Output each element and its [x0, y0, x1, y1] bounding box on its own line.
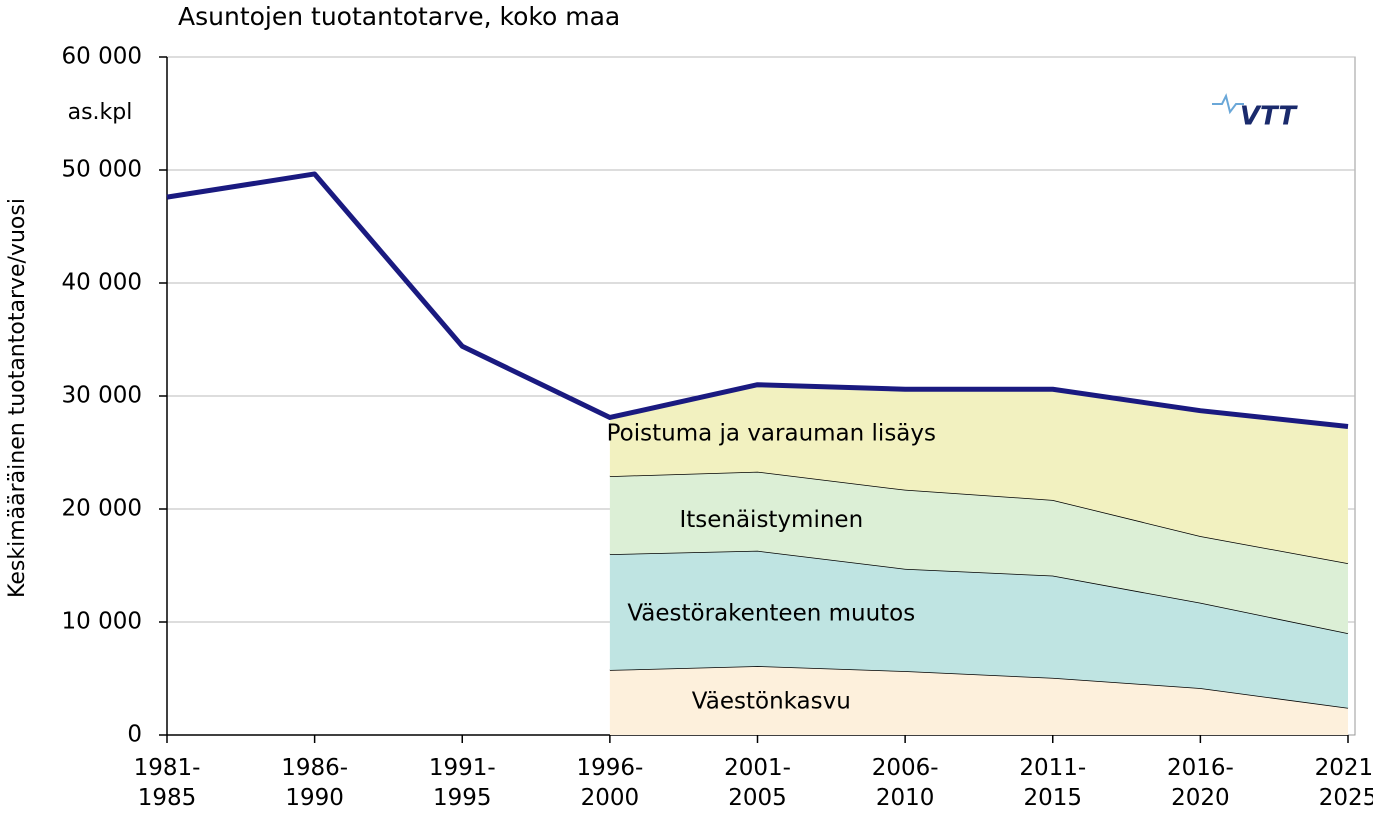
y-tick-label: 40 000: [62, 270, 142, 296]
total-line: [166, 171, 1349, 429]
x-tick-label: 2021- 2025: [1314, 755, 1373, 811]
x-tick-label: 1991- 1995: [428, 755, 496, 811]
x-tick-label: 2001- 2005: [724, 755, 791, 811]
chart-title: Asuntojen tuotantotarve, koko maa: [178, 2, 620, 31]
area: [609, 384, 1348, 564]
unit-label: as.kpl: [68, 100, 133, 125]
logo-text: VTT: [1240, 102, 1298, 132]
area: [609, 471, 1348, 634]
x-tick-label: 1981- 1985: [133, 755, 201, 811]
area-label: Itsenäistyminen: [679, 507, 863, 533]
x-tick-label: 2016- 2020: [1166, 755, 1234, 811]
area: [609, 550, 1348, 708]
logo-wave: [1212, 93, 1244, 115]
x-tick-label: 1996- 2000: [576, 755, 644, 811]
y-tick-label: 20 000: [62, 496, 142, 522]
area-label: Poistuma ja varauman lisäys: [607, 420, 936, 446]
x-tick-label: 2011- 2015: [1019, 755, 1087, 811]
area-label: Väestönkasvu: [692, 688, 851, 714]
y-axis-title: Keskimääräinen tuotantotarve/vuosi: [5, 198, 30, 598]
logo: VTT: [1212, 93, 1298, 132]
x-tick-label: 2006- 2010: [871, 755, 939, 811]
y-tick-label: 60 000: [62, 44, 142, 70]
y-tick-label: 0: [127, 722, 142, 748]
x-tick-label: 1986- 1990: [281, 755, 349, 811]
y-tick-label: 10 000: [62, 609, 142, 635]
y-tick-label: 30 000: [62, 383, 142, 409]
y-tick-label: 50 000: [62, 157, 142, 183]
area-label: Väestörakenteen muutos: [627, 601, 915, 627]
area: [609, 666, 1348, 735]
area-edge: [609, 665, 1349, 709]
